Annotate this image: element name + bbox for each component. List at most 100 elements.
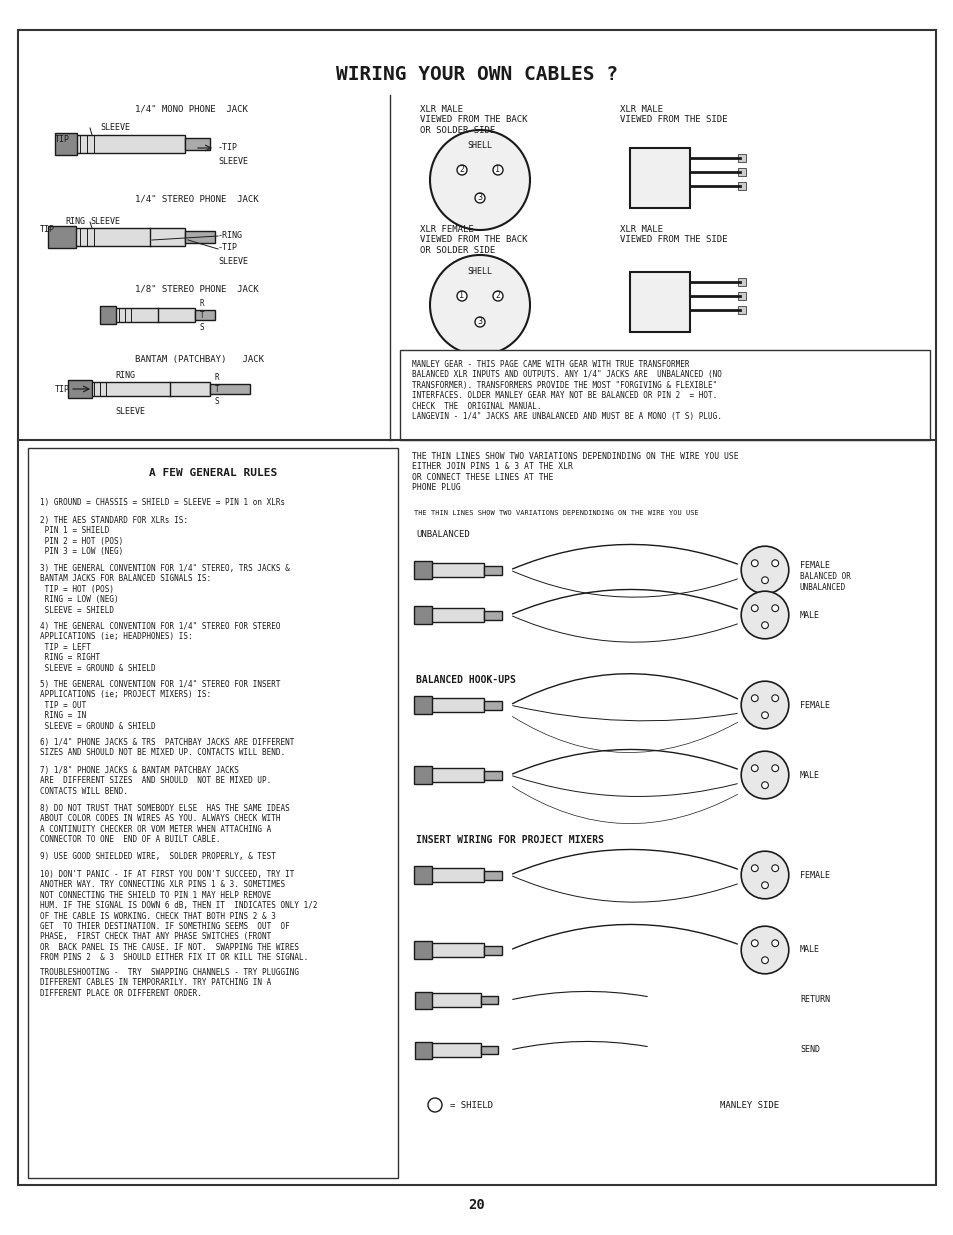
Point: [683, 289, 695, 304]
Circle shape: [493, 165, 502, 175]
Text: 4) THE GENERAL CONVENTION FOR 1/4" STEREO FOR STEREO
APPLICATIONS (ie; HEADPHONE: 4) THE GENERAL CONVENTION FOR 1/4" STERE…: [40, 622, 280, 673]
Text: 1) GROUND = CHASSIS = SHIELD = SLEEVE = PIN 1 on XLRs: 1) GROUND = CHASSIS = SHIELD = SLEEVE = …: [40, 498, 285, 508]
Point: [683, 303, 695, 317]
Text: FEMALE: FEMALE: [800, 561, 829, 569]
Bar: [415, 992, 432, 1009]
Text: THE THIN LINES SHOW TWO VARIATIONS DEPENDINDING ON THE WIRE YOU USE: THE THIN LINES SHOW TWO VARIATIONS DEPEN…: [414, 510, 698, 516]
Text: RETURN: RETURN: [800, 995, 829, 1004]
Text: MANLEY SIDE: MANLEY SIDE: [720, 1100, 779, 1109]
Text: XLR MALE
VIEWED FROM THE SIDE: XLR MALE VIEWED FROM THE SIDE: [619, 105, 727, 125]
Text: MANLEY GEAR - THIS PAGE CAME WITH GEAR WITH TRUE TRANSFORMER
BALANCED XLR INPUTS: MANLEY GEAR - THIS PAGE CAME WITH GEAR W…: [412, 359, 721, 421]
Text: 3: 3: [477, 317, 482, 326]
Circle shape: [760, 782, 767, 789]
Text: THE THIN LINES SHOW TWO VARIATIONS DEPENDINDING ON THE WIRE YOU USE
EITHER JOIN : THE THIN LINES SHOW TWO VARIATIONS DEPEN…: [412, 452, 738, 493]
Text: 1/4" STEREO PHONE  JACK: 1/4" STEREO PHONE JACK: [135, 195, 258, 204]
Bar: [90, 382, 210, 396]
Circle shape: [740, 851, 788, 899]
Text: SLEEVE: SLEEVE: [90, 217, 120, 226]
Text: SHELL: SHELL: [467, 141, 492, 149]
Bar: [48, 226, 76, 248]
Circle shape: [475, 193, 484, 203]
Text: 1/4" MONO PHONE  JACK: 1/4" MONO PHONE JACK: [135, 105, 248, 114]
Bar: [430, 698, 483, 713]
Circle shape: [751, 940, 758, 946]
Bar: [185, 138, 210, 149]
Bar: [738, 168, 745, 177]
Text: TROUBLESHOOTING -  TRY  SWAPPING CHANNELS - TRY PLUGGING
DIFFERENT CABLES IN TEM: TROUBLESHOOTING - TRY SWAPPING CHANNELS …: [40, 968, 298, 998]
Text: BANTAM (PATCHBAY)   JACK: BANTAM (PATCHBAY) JACK: [135, 354, 264, 364]
Text: SLEEVE: SLEEVE: [218, 158, 248, 167]
Circle shape: [740, 926, 788, 974]
Text: 9) USE GOOD SHIELDED WIRE,  SOLDER PROPERLY, & TEST: 9) USE GOOD SHIELDED WIRE, SOLDER PROPER…: [40, 852, 275, 861]
Text: 7) 1/8" PHONE JACKS & BANTAM PATCHBAY JACKS
ARE  DIFFERENT SIZES  AND SHOULD  NO: 7) 1/8" PHONE JACKS & BANTAM PATCHBAY JA…: [40, 766, 271, 795]
Bar: [414, 866, 432, 884]
Text: S: S: [200, 322, 204, 331]
Point: [683, 179, 695, 194]
Circle shape: [771, 764, 778, 772]
Text: 2) THE AES STANDARD FOR XLRs IS:
 PIN 1 = SHIELD
 PIN 2 = HOT (POS)
 PIN 3 = LOW: 2) THE AES STANDARD FOR XLRs IS: PIN 1 =…: [40, 516, 188, 556]
Text: 2: 2: [459, 165, 464, 174]
Bar: [430, 608, 483, 622]
Circle shape: [760, 882, 767, 889]
Bar: [414, 606, 432, 624]
Bar: [430, 868, 483, 882]
Bar: [68, 380, 91, 398]
Circle shape: [751, 605, 758, 611]
Text: SEND: SEND: [800, 1046, 820, 1055]
Text: SHELL: SHELL: [467, 268, 492, 277]
Text: MALE: MALE: [800, 610, 820, 620]
Text: TIP: TIP: [55, 136, 70, 144]
Point: [734, 151, 745, 165]
Circle shape: [760, 577, 767, 584]
Bar: [430, 1044, 480, 1057]
Bar: [115, 308, 194, 322]
Text: 10) DON'T PANIC - IF AT FIRST YOU DON'T SUCCEED, TRY IT
ANOTHER WAY. TRY CONNECT: 10) DON'T PANIC - IF AT FIRST YOU DON'T …: [40, 869, 317, 962]
Text: SLEEVE: SLEEVE: [115, 408, 145, 416]
Point: [734, 303, 745, 317]
Circle shape: [740, 546, 788, 594]
Bar: [483, 610, 501, 620]
Text: UNBALANCED: UNBALANCED: [416, 530, 469, 538]
Point: [734, 289, 745, 304]
Circle shape: [751, 695, 758, 701]
Circle shape: [740, 751, 788, 799]
Text: FEMALE: FEMALE: [800, 700, 829, 709]
Circle shape: [771, 605, 778, 611]
Text: XLR MALE
VIEWED FROM THE BACK
OR SOLDER SIDE: XLR MALE VIEWED FROM THE BACK OR SOLDER …: [419, 105, 527, 135]
Text: WIRING YOUR OWN CABLES ?: WIRING YOUR OWN CABLES ?: [335, 65, 618, 84]
Text: -TIP: -TIP: [218, 143, 237, 152]
Circle shape: [760, 711, 767, 719]
Text: RING: RING: [65, 217, 85, 226]
Point: [734, 164, 745, 179]
Circle shape: [740, 592, 788, 638]
Bar: [483, 700, 501, 709]
Text: 2: 2: [495, 291, 500, 300]
Bar: [414, 766, 432, 784]
Text: R: R: [214, 373, 219, 382]
Bar: [55, 133, 77, 156]
Point: [683, 151, 695, 165]
Circle shape: [428, 1098, 441, 1112]
Text: SLEEVE: SLEEVE: [100, 124, 130, 132]
Text: -RING: -RING: [218, 231, 243, 240]
Bar: [629, 148, 689, 207]
Circle shape: [751, 764, 758, 772]
Circle shape: [456, 165, 467, 175]
Bar: [483, 566, 501, 574]
Text: 5) THE GENERAL CONVENTION FOR 1/4" STEREO FOR INSERT
APPLICATIONS (ie; PROJECT M: 5) THE GENERAL CONVENTION FOR 1/4" STERE…: [40, 680, 280, 731]
Circle shape: [493, 291, 502, 301]
Text: -TIP: -TIP: [218, 243, 237, 252]
Bar: [100, 306, 116, 324]
Text: R: R: [200, 299, 204, 308]
Bar: [430, 993, 480, 1007]
Point: [683, 164, 695, 179]
Bar: [483, 771, 501, 779]
Text: RING: RING: [115, 372, 135, 380]
Text: T: T: [200, 310, 204, 320]
Text: MALE: MALE: [800, 771, 820, 779]
Text: 1/8" STEREO PHONE  JACK: 1/8" STEREO PHONE JACK: [135, 285, 258, 294]
Bar: [430, 942, 483, 957]
Text: 3) THE GENERAL CONVENTION FOR 1/4" STEREO, TRS JACKS &
BANTAM JACKS FOR BALANCED: 3) THE GENERAL CONVENTION FOR 1/4" STERE…: [40, 564, 290, 615]
Bar: [738, 154, 745, 162]
Text: 20: 20: [468, 1198, 485, 1212]
